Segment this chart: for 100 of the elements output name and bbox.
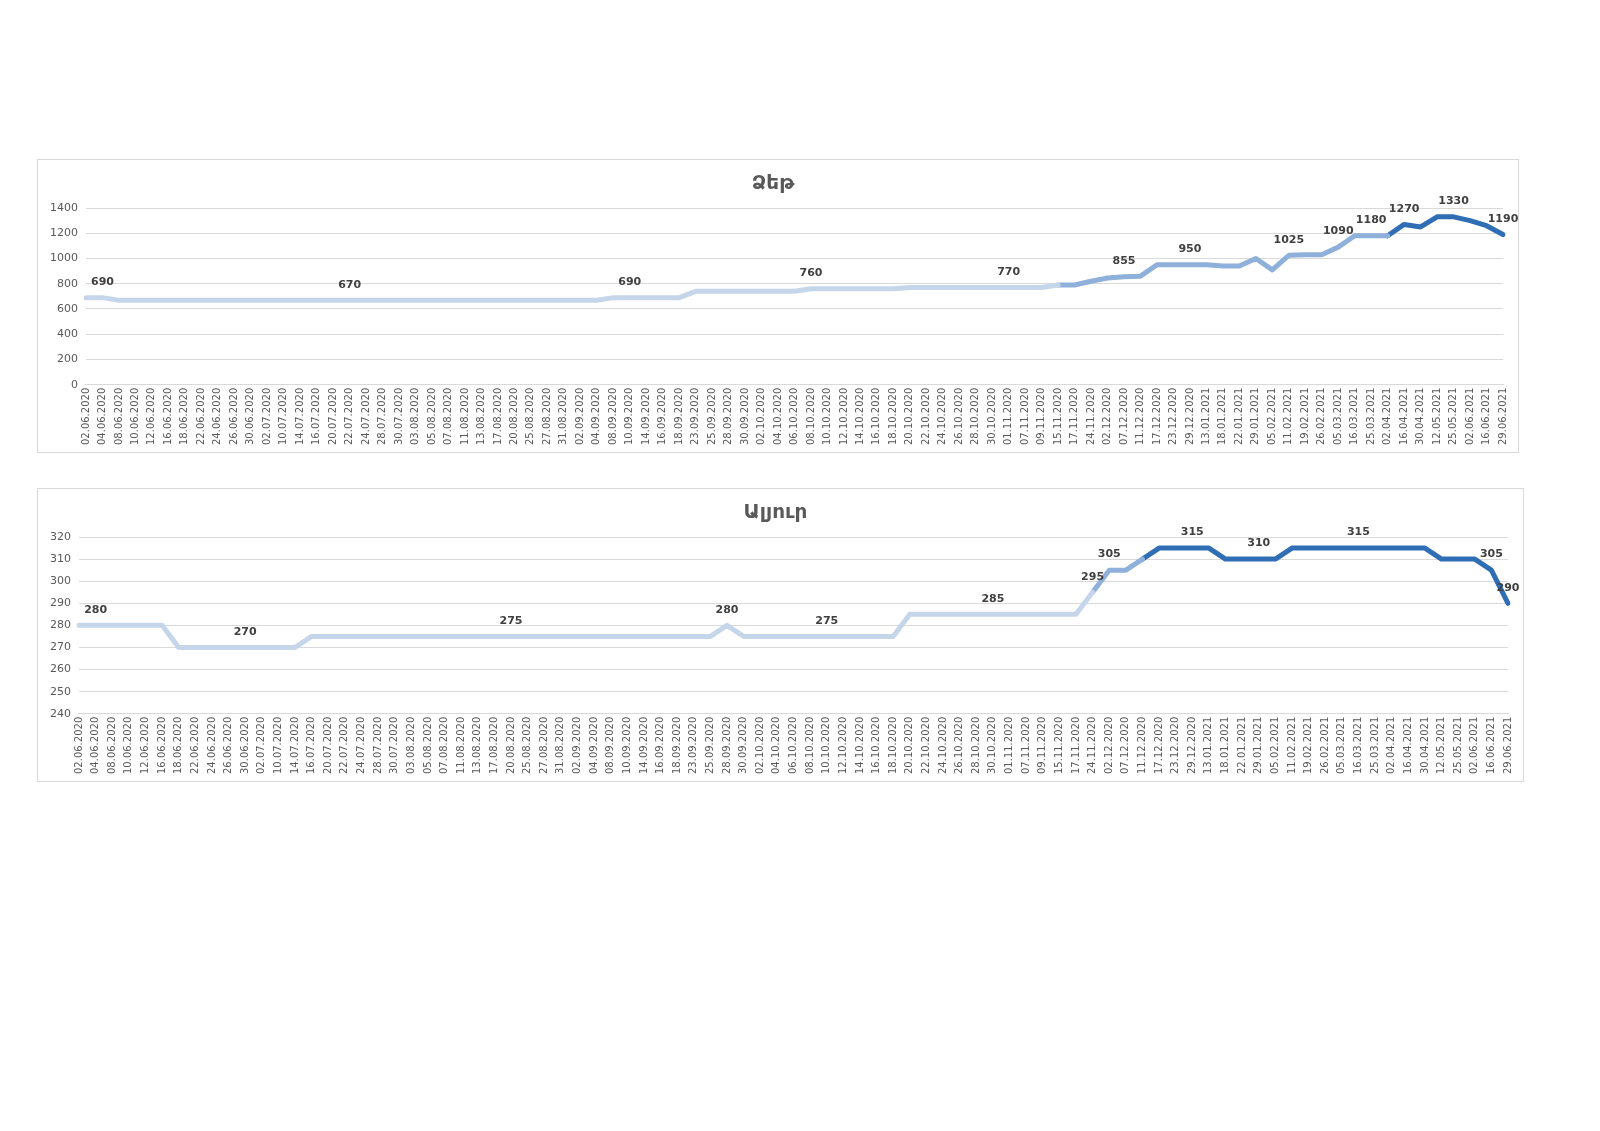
x-tick-label: 28.10.2020 [969,387,981,446]
y-tick-label: 400 [56,327,78,341]
data-label: 690 [90,274,115,288]
x-tick-label: 07.08.2020 [442,387,454,446]
data-label: 670 [338,277,362,291]
x-tick-label: 16.07.2020 [310,387,322,446]
x-tick-label: 04.09.2020 [590,387,602,446]
x-tick-label: 30.10.2020 [985,387,997,446]
y-tick-label: 260 [50,662,71,676]
x-tick-label: 25.03.2021 [1364,387,1376,446]
x-tick-label: 10.07.2020 [277,387,289,446]
x-tick-label: 30.06.2020 [238,716,250,775]
x-tick-label: 29.06.2021 [1501,716,1513,775]
x-tick-label: 16.06.2020 [155,716,167,775]
x-tick-label: 27.08.2020 [540,387,552,446]
x-tick-label: 16.04.2021 [1401,716,1413,775]
x-tick-label: 22.01.2021 [1232,387,1244,446]
data-label: 1180 [1355,213,1387,227]
x-tick-label: 13.01.2021 [1202,716,1214,775]
x-tick-label: 25.03.2021 [1368,716,1380,775]
x-tick-label: 28.10.2020 [969,716,981,775]
x-tick-label: 22.06.2020 [194,387,206,446]
y-tick-label: 320 [50,529,71,543]
x-tick-label: 31.08.2020 [557,387,569,446]
x-tick-label: 28.09.2020 [722,387,734,446]
x-tick-label: 17.12.2020 [1152,716,1164,775]
data-label: 280 [715,602,739,616]
x-tick-label: 13.08.2020 [475,387,487,446]
x-tick-label: 07.12.2020 [1119,716,1131,775]
x-tick-label: 08.06.2020 [105,716,117,775]
x-tick-label: 30.07.2020 [388,716,400,775]
x-tick-label: 10.10.2020 [821,387,833,446]
x-tick-label: 02.06.2021 [1468,716,1480,775]
x-tick-label: 31.08.2020 [554,716,566,775]
x-tick-label: 20.07.2020 [321,716,333,775]
x-tick-label: 11.08.2020 [454,716,466,775]
x-tick-label: 20.10.2020 [903,387,915,446]
x-tick-label: 02.07.2020 [255,716,267,775]
x-tick-label: 05.08.2020 [421,716,433,775]
x-tick-label: 25.09.2020 [705,387,717,446]
x-tick-label: 06.10.2020 [788,387,800,446]
data-label: 305 [1097,547,1121,561]
x-tick-label: 23.12.2020 [1167,387,1179,446]
x-tick-label: 22.10.2020 [919,387,931,446]
x-tick-label: 18.09.2020 [672,387,684,446]
x-tick-label: 20.08.2020 [504,716,516,775]
data-label: 1190 [1487,211,1519,225]
x-tick-label: 02.12.2020 [1102,716,1114,775]
x-tick-label: 14.07.2020 [293,387,305,446]
chart-title: Ալյուր [743,499,808,524]
x-tick-label: 06.10.2020 [787,716,799,775]
x-tick-label: 16.10.2020 [870,716,882,775]
x-tick-label: 29.12.2020 [1183,387,1195,446]
x-tick-label: 09.11.2020 [1036,716,1048,775]
x-tick-label: 24.11.2020 [1086,716,1098,775]
y-tick-label: 290 [50,596,71,610]
x-tick-label: 23.09.2020 [689,387,701,446]
x-tick-label: 10.07.2020 [271,716,283,775]
x-tick-label: 25.05.2021 [1451,716,1463,775]
data-label: 1090 [1322,224,1354,238]
x-tick-label: 16.06.2020 [161,387,173,446]
data-label: 315 [1346,525,1370,539]
x-tick-label: 17.12.2020 [1150,387,1162,446]
x-tick-label: 30.07.2020 [392,387,404,446]
x-tick-label: 29.01.2021 [1252,716,1264,775]
x-tick-label: 26.10.2020 [953,716,965,775]
x-tick-label: 02.10.2020 [753,716,765,775]
x-tick-label: 18.01.2021 [1216,387,1228,446]
x-tick-label: 10.09.2020 [620,716,632,775]
x-tick-label: 05.03.2021 [1335,716,1347,775]
x-tick-label: 16.04.2021 [1397,387,1409,446]
x-tick-label: 17.11.2020 [1069,716,1081,775]
x-tick-label: 30.04.2021 [1418,716,1430,775]
y-tick-label: 310 [50,551,71,565]
x-tick-label: 28.07.2020 [376,387,388,446]
x-tick-label: 30.10.2020 [986,716,998,775]
x-tick-label: 10.09.2020 [623,387,635,446]
x-tick-label: 22.10.2020 [920,716,932,775]
x-tick-label: 12.05.2021 [1435,716,1447,775]
x-tick-label: 18.06.2020 [178,387,190,446]
x-tick-label: 16.07.2020 [305,716,317,775]
x-tick-label: 17.08.2020 [488,716,499,775]
x-tick-label: 11.12.2020 [1134,387,1146,446]
x-tick-label: 26.02.2021 [1315,387,1327,446]
x-tick-label: 20.10.2020 [903,716,915,775]
x-tick-label: 02.09.2020 [571,716,583,775]
x-tick-label: 16.06.2021 [1480,387,1492,446]
x-tick-label: 17.11.2020 [1068,387,1080,446]
x-tick-label: 07.11.2020 [1019,716,1031,775]
x-tick-label: 08.06.2020 [112,387,124,446]
x-tick-label: 24.10.2020 [936,387,948,446]
x-tick-label: 30.09.2020 [738,387,750,446]
x-tick-label: 11.08.2020 [458,387,470,446]
data-label: 295 [1081,569,1105,583]
x-tick-label: 02.12.2020 [1101,387,1113,446]
x-tick-label: 24.11.2020 [1084,387,1096,446]
x-tick-label: 05.03.2021 [1331,387,1343,446]
x-tick-label: 04.10.2020 [770,716,782,775]
data-label: 310 [1247,536,1271,550]
x-tick-label: 05.08.2020 [425,387,437,446]
